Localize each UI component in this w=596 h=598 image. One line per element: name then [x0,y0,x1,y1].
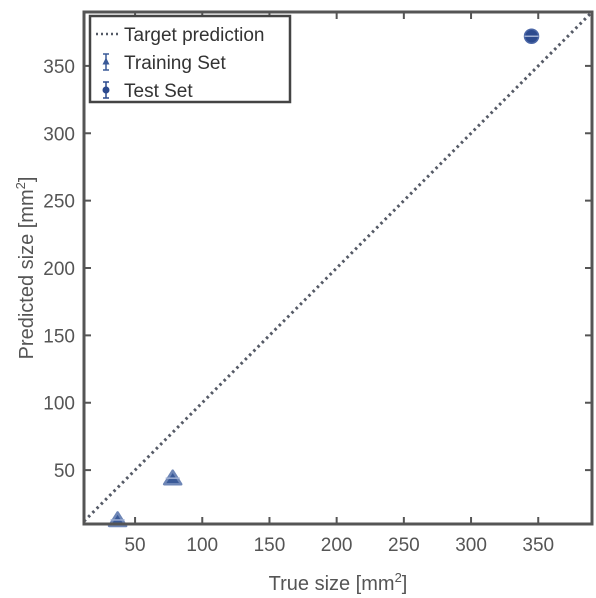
y-tick-label: 100 [43,394,75,415]
y-tick-label: 50 [54,461,75,482]
legend-training-marker [102,53,110,71]
legend-box [88,14,292,104]
test-set-point [523,28,540,45]
x-axis-title: True size [mm2] [269,570,408,595]
legend-target-label: Target prediction [124,25,264,46]
y-tick-label: 150 [43,326,75,347]
legend-training-label: Training Set [124,53,226,74]
x-tick-label: 100 [186,535,218,556]
ticks: 50 100 150 200 250 300 350 50 100 150 200 250 300 350 [43,12,592,556]
legend-test-label: Test Set [124,81,193,102]
y-axis-title: Predicted size [mm2] [13,177,38,360]
legend-test-marker [102,81,110,99]
x-tick-label: 50 [124,535,145,556]
x-tick-label: 300 [455,535,487,556]
y-tick-label: 300 [43,124,75,145]
y-tick-label: 350 [43,57,75,78]
points-layer [107,28,540,528]
x-tick-label: 250 [388,535,420,556]
x-tick-label: 200 [321,535,353,556]
legend: Target prediction Training Set Test Set [88,14,292,104]
x-tick-label: 150 [254,535,286,556]
y-tick-label: 250 [43,192,75,213]
x-tick-label: 350 [522,535,554,556]
y-tick-label: 200 [43,259,75,280]
training-set-point [162,469,183,486]
